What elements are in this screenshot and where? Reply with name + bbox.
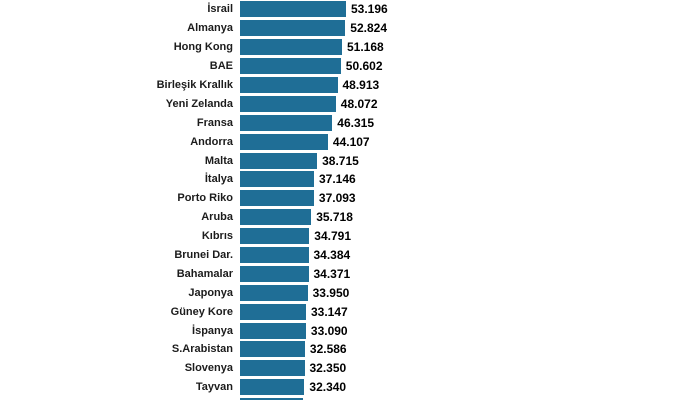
- bar: [240, 133, 328, 150]
- value-label: 33.147: [311, 304, 348, 319]
- bar: [240, 95, 336, 112]
- value-label: 50.602: [345, 59, 383, 74]
- bar: [240, 284, 308, 301]
- value-label: 32.340: [309, 380, 347, 395]
- bar: [240, 114, 333, 131]
- chart-row: Güney Kore 33.147: [0, 302, 678, 321]
- value-label: 46.315: [337, 115, 374, 130]
- chart-row: Malta 38.715: [0, 151, 678, 170]
- bar: [240, 322, 306, 339]
- bar: [240, 303, 306, 320]
- bar: [240, 341, 305, 358]
- category-label: Andorra: [190, 135, 233, 148]
- bar: [240, 58, 341, 75]
- category-label: Brunei Dar.: [174, 249, 233, 262]
- value-label: 51.168: [347, 40, 384, 55]
- bar: [240, 39, 342, 56]
- chart-row: Birleşik Krallık 48.913: [0, 76, 678, 95]
- category-label: Güney Kore: [170, 305, 233, 318]
- category-label: Porto Riko: [177, 192, 233, 205]
- category-label: Birleşik Krallık: [156, 79, 233, 91]
- chart-row: İtalya 37.146: [0, 170, 678, 189]
- value-label: 44.107: [332, 134, 370, 149]
- bar: [240, 228, 310, 245]
- bar: [240, 152, 318, 169]
- category-label: Fransa: [196, 116, 233, 129]
- value-label: 33.090: [310, 323, 348, 338]
- chart-row: Porto Riko 37.093: [0, 189, 678, 208]
- bar: [240, 265, 309, 282]
- bar: [240, 360, 305, 377]
- category-label: Slovenya: [184, 362, 233, 375]
- bar: [240, 379, 305, 396]
- category-label: Tayvan: [195, 381, 233, 394]
- chart-row: İspanya 33.090: [0, 321, 678, 340]
- chart-row: Tayvan 32.340: [0, 378, 678, 397]
- category-label: Hong Kong: [173, 41, 233, 54]
- bar: [240, 1, 346, 18]
- chart-row-partial: [0, 397, 678, 400]
- category-label: S.Arabistan: [171, 343, 233, 356]
- chart-row: BAE 50.602: [0, 57, 678, 76]
- category-label: İsrail: [207, 3, 233, 16]
- chart-row: S.Arabistan 32.586: [0, 340, 678, 359]
- chart-row: İsrail 53.196: [0, 0, 678, 19]
- chart-row: Almanya 52.824: [0, 19, 678, 38]
- chart-row: Aruba 35.718: [0, 208, 678, 227]
- chart-row: Japonya 33.950: [0, 283, 678, 302]
- chart-row: Andorra 44.107: [0, 132, 678, 151]
- value-label: 52.824: [350, 21, 387, 36]
- value-label: 48.913: [342, 78, 380, 92]
- chart-row: Bahamalar 34.371: [0, 264, 678, 283]
- bar: [240, 171, 314, 188]
- category-label: Bahamalar: [176, 267, 233, 280]
- value-label: 32.350: [309, 361, 347, 376]
- value-label: 32.586: [309, 342, 347, 357]
- bar: [240, 247, 309, 264]
- chart-row: Fransa 46.315: [0, 113, 678, 132]
- chart-row: Yeni Zelanda 48.072: [0, 94, 678, 113]
- value-label: 38.715: [322, 153, 359, 168]
- value-label: 37.146: [319, 172, 356, 187]
- category-label: Kıbrıs: [201, 230, 233, 243]
- category-label: Japonya: [188, 286, 233, 299]
- value-label: 37.093: [318, 191, 356, 206]
- value-label: 34.791: [314, 229, 351, 244]
- chart-row: Brunei Dar. 34.384: [0, 246, 678, 265]
- category-label: Aruba: [201, 211, 233, 224]
- category-label: İspanya: [192, 324, 233, 337]
- bar: [240, 209, 312, 226]
- chart-row: Kıbrıs 34.791: [0, 227, 678, 246]
- bar: [240, 20, 346, 37]
- value-label: 48.072: [340, 96, 378, 111]
- category-label: BAE: [209, 60, 233, 73]
- chart-row: Slovenya 32.350: [0, 359, 678, 378]
- chart-row: Hong Kong 51.168: [0, 38, 678, 57]
- category-label: Yeni Zelanda: [165, 97, 233, 110]
- category-label: Malta: [204, 154, 233, 167]
- value-label: 34.384: [313, 248, 351, 263]
- category-label: İtalya: [204, 173, 233, 186]
- value-label: 53.196: [351, 2, 388, 17]
- value-label: 35.718: [316, 210, 353, 225]
- value-label: 34.371: [313, 266, 351, 281]
- bar: [240, 77, 338, 93]
- value-label: 33.950: [312, 285, 350, 300]
- bar: [240, 398, 303, 400]
- category-label: Almanya: [187, 22, 233, 35]
- bar: [240, 190, 314, 207]
